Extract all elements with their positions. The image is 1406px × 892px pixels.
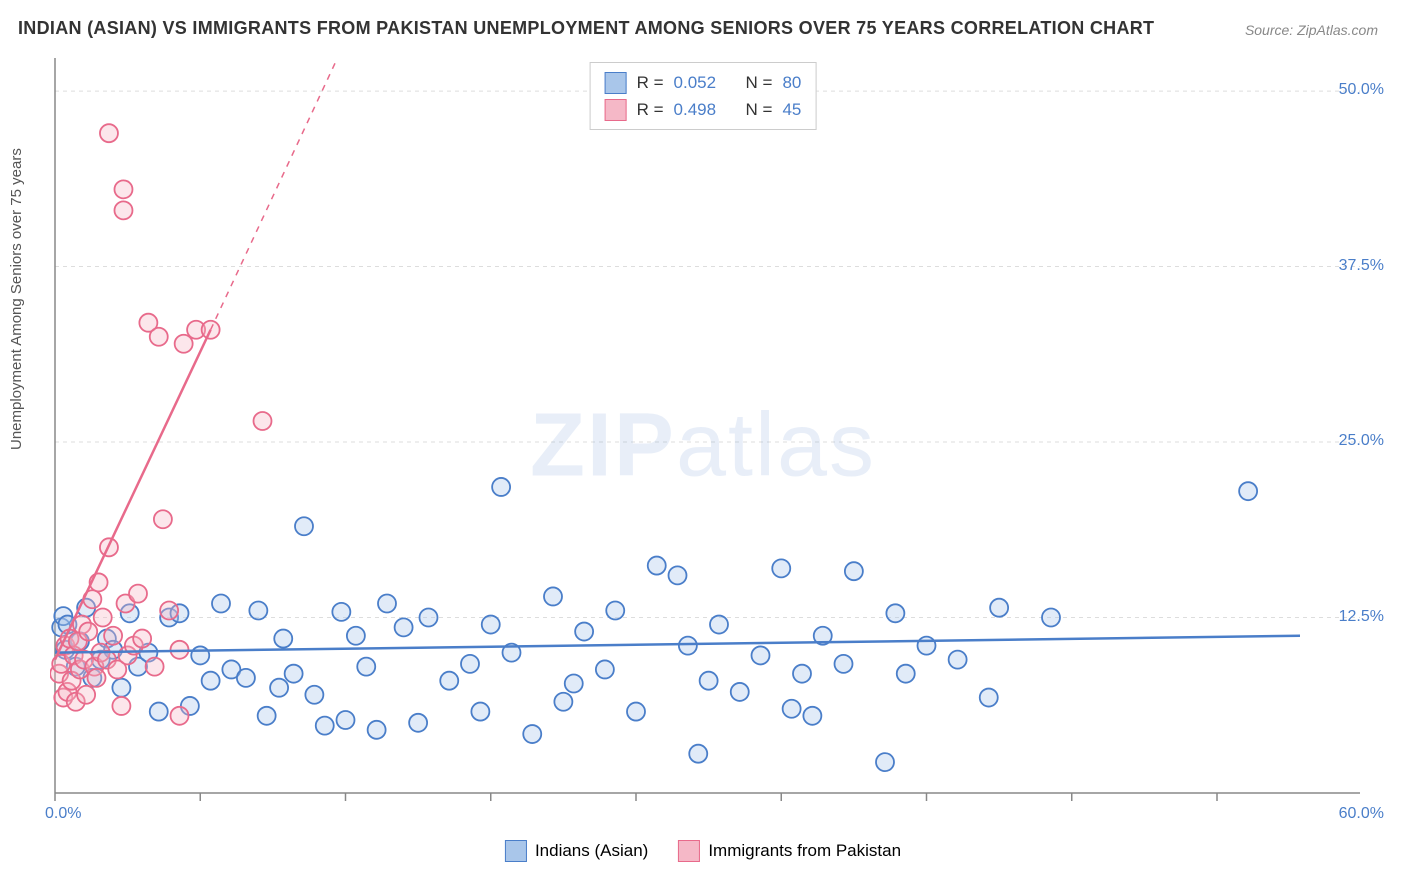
legend-row: R =0.498 N =45 [605, 96, 802, 123]
source-attribution: Source: ZipAtlas.com [1245, 22, 1378, 38]
chart-svg [50, 58, 1360, 818]
scatter-chart [50, 58, 1360, 818]
legend-swatch [605, 99, 627, 121]
y-tick-label: 12.5% [1339, 608, 1384, 626]
legend-swatch [605, 72, 627, 94]
legend-item: Immigrants from Pakistan [678, 840, 901, 862]
y-tick-label: 25.0% [1339, 432, 1384, 450]
x-min-label: 0.0% [45, 805, 81, 823]
series-legend: Indians (Asian) Immigrants from Pakistan [505, 840, 901, 862]
y-tick-label: 50.0% [1339, 81, 1384, 99]
correlation-legend: R =0.052 N =80R =0.498 N =45 [590, 62, 817, 130]
legend-swatch [505, 840, 527, 862]
legend-item: Indians (Asian) [505, 840, 648, 862]
chart-title: INDIAN (ASIAN) VS IMMIGRANTS FROM PAKIST… [18, 18, 1154, 39]
y-axis-label: Unemployment Among Seniors over 75 years [8, 148, 25, 450]
x-max-label: 60.0% [1339, 805, 1384, 823]
legend-swatch [678, 840, 700, 862]
legend-label: Immigrants from Pakistan [708, 841, 901, 861]
y-tick-label: 37.5% [1339, 257, 1384, 275]
legend-row: R =0.052 N =80 [605, 69, 802, 96]
legend-label: Indians (Asian) [535, 841, 648, 861]
